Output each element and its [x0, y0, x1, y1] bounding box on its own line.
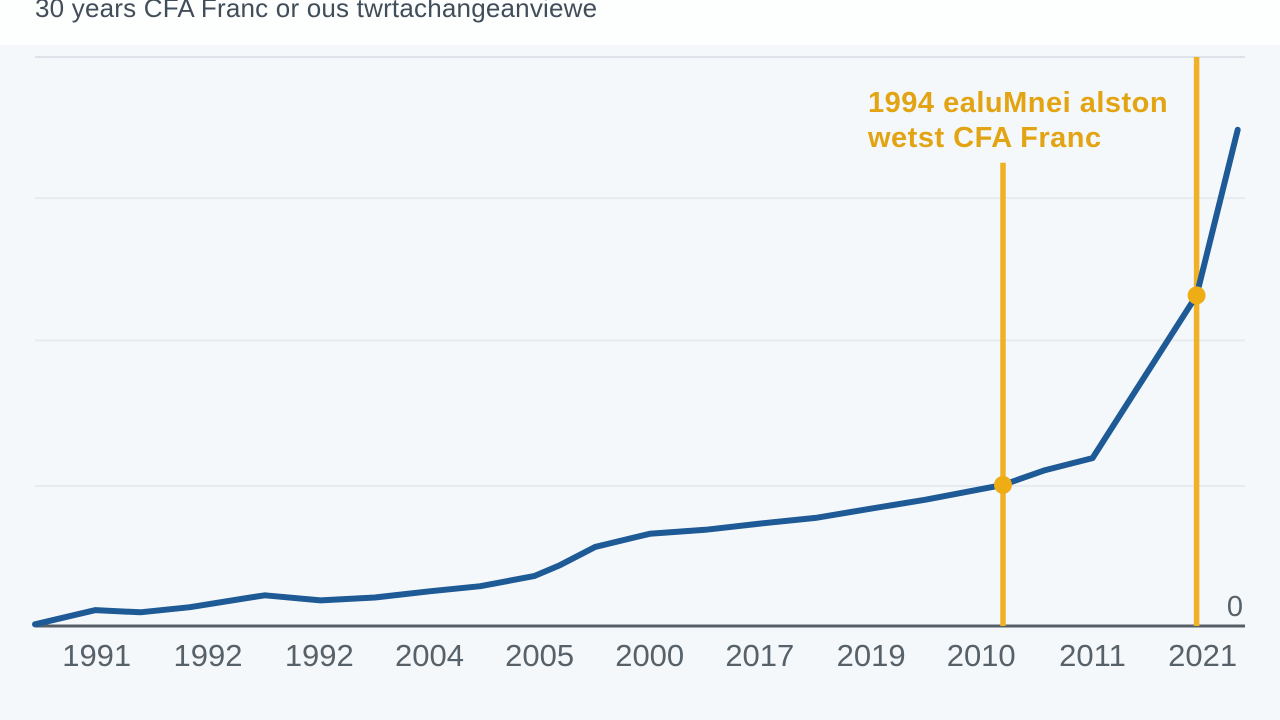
annotation-line-2: wetst CFA Franc — [868, 122, 1102, 154]
x-tick-label: 2010 — [947, 638, 1016, 673]
chart-title: 30 years CFA Franc or ous twrtachangeanv… — [35, 0, 598, 23]
x-tick-label: 2011 — [1059, 638, 1126, 673]
x-tick-label: 1991 — [62, 638, 131, 673]
x-tick-label: 2000 — [615, 638, 684, 673]
x-tick-label: 2021 — [1168, 638, 1237, 673]
annotation-line-1: 1994 ealuMnei alston — [868, 87, 1169, 119]
event-marker-2 — [1187, 286, 1206, 305]
plot-background — [0, 45, 1280, 720]
annotation-1994-devaluation: 1994 ealuMnei alston wetst CFA Franc — [868, 86, 1168, 156]
x-tick-label: 2005 — [505, 638, 574, 673]
x-tick-label: 1992 — [285, 638, 354, 673]
x-tick-label: 2017 — [725, 638, 794, 673]
y-axis-zero-label: 0 — [1227, 591, 1243, 623]
x-tick-label: 1992 — [174, 638, 243, 673]
event-marker-1 — [994, 475, 1012, 494]
x-tick-label: 2004 — [395, 638, 464, 673]
x-tick-label: 2019 — [837, 638, 906, 673]
